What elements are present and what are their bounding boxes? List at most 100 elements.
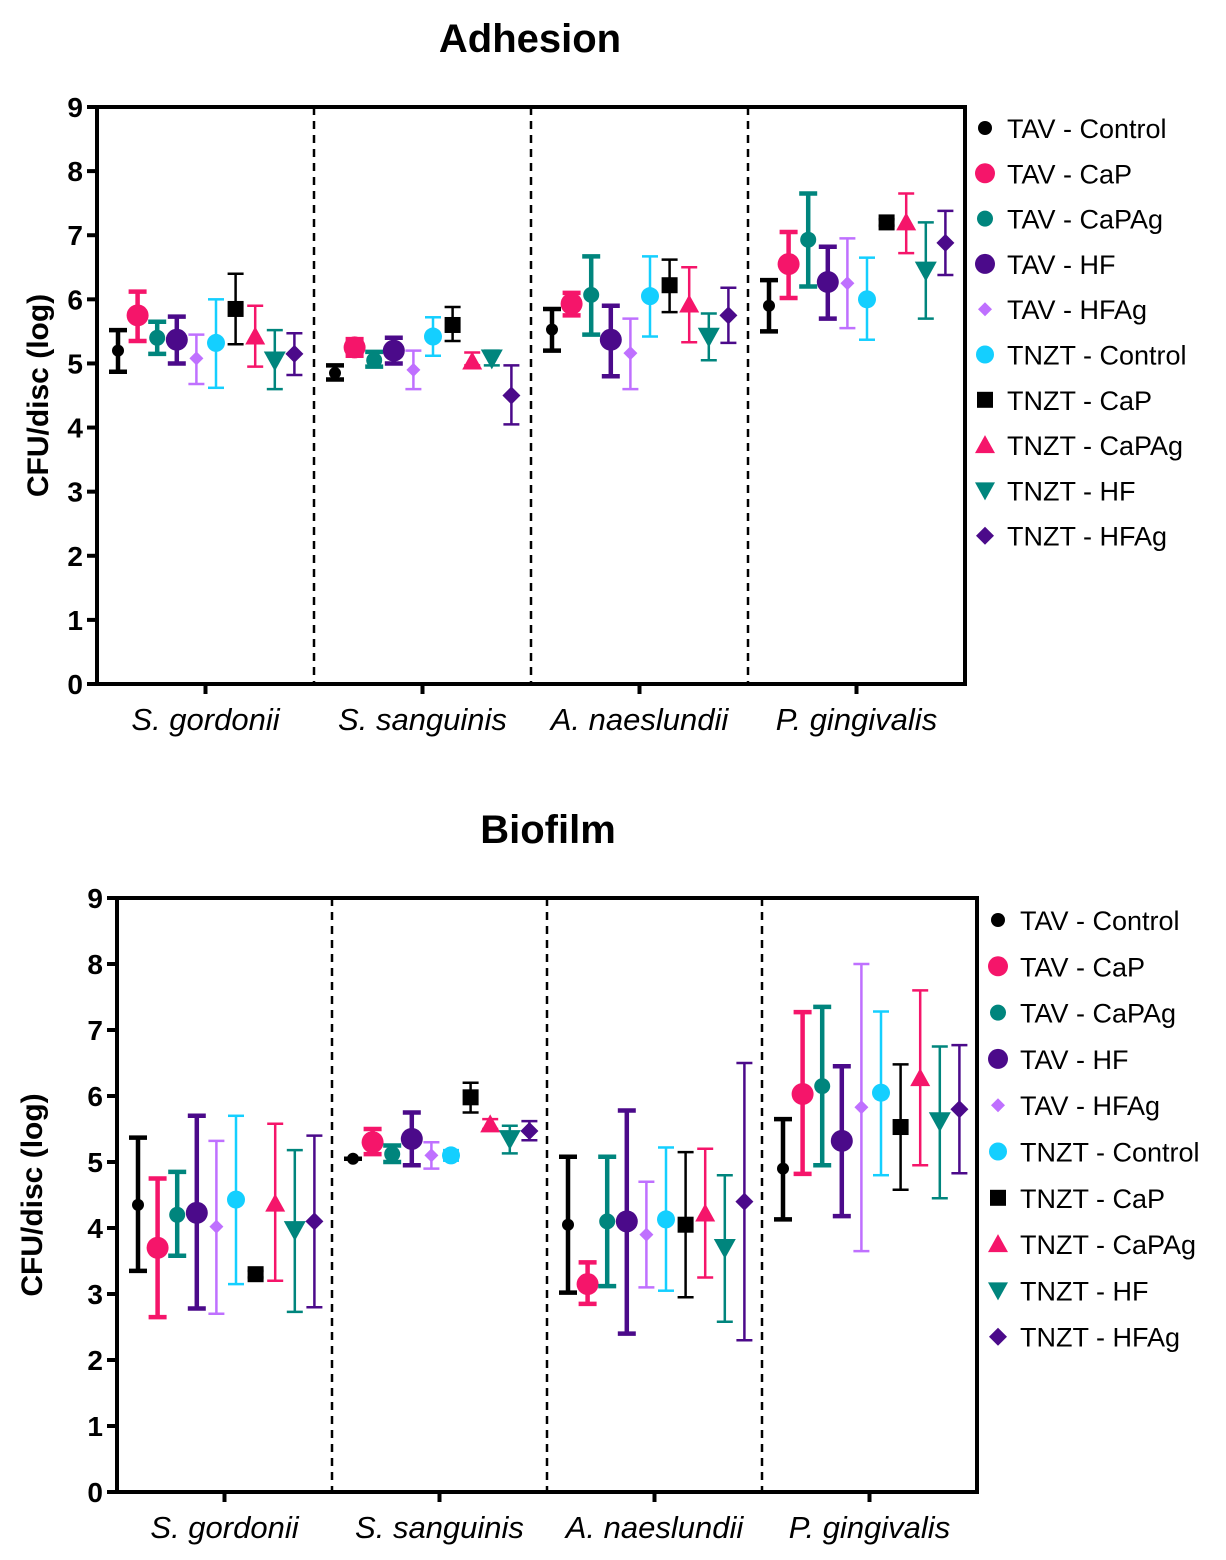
data-point bbox=[854, 1100, 869, 1115]
y-tick-label: 1 bbox=[67, 605, 83, 636]
y-tick-label: 9 bbox=[67, 92, 83, 123]
chart-title: Adhesion bbox=[439, 17, 621, 61]
data-point bbox=[502, 386, 521, 405]
y-tick-label: 4 bbox=[87, 1213, 103, 1244]
legend-label: TAV - Control bbox=[1020, 906, 1180, 936]
data-point bbox=[347, 1152, 359, 1165]
x-tick-label: S. gordonii bbox=[131, 702, 280, 737]
data-point bbox=[816, 271, 839, 294]
data-point bbox=[936, 233, 955, 252]
data-point bbox=[791, 1083, 814, 1106]
data-point bbox=[462, 1089, 479, 1106]
data-point bbox=[480, 1114, 501, 1133]
data-point bbox=[305, 1212, 324, 1231]
data-point bbox=[227, 300, 244, 317]
series-tnzt-control bbox=[227, 1010, 890, 1292]
data-point bbox=[719, 306, 738, 325]
legend-marker bbox=[976, 526, 994, 545]
data-point bbox=[207, 333, 225, 352]
data-point bbox=[406, 362, 421, 377]
x-tick-label: A. naeslundii bbox=[564, 1510, 745, 1545]
y-tick-label: 3 bbox=[67, 477, 83, 508]
data-point bbox=[165, 328, 188, 351]
data-point bbox=[583, 286, 600, 303]
legend-item: TAV - CaP bbox=[988, 952, 1145, 982]
legend-label: TNZT - CaPAg bbox=[1020, 1230, 1196, 1260]
data-point bbox=[800, 231, 817, 248]
data-point bbox=[227, 1190, 245, 1209]
data-point bbox=[209, 1219, 224, 1234]
y-tick-label: 1 bbox=[87, 1411, 103, 1442]
series-tnzt-hf bbox=[283, 1045, 951, 1323]
data-point bbox=[382, 339, 405, 362]
legend-label: TAV - Control bbox=[1007, 114, 1167, 144]
series-tnzt-capag bbox=[265, 989, 931, 1283]
data-point bbox=[910, 1068, 931, 1087]
y-tick-label: 4 bbox=[67, 413, 83, 444]
data-point bbox=[149, 329, 166, 346]
legend-item: TAV - CaPAg bbox=[977, 205, 1163, 235]
y-tick-label: 0 bbox=[67, 669, 83, 700]
series-tnzt-cap bbox=[227, 214, 895, 346]
data-point bbox=[247, 1266, 264, 1283]
data-point bbox=[878, 214, 895, 231]
y-axis-label: CFU/disc (log) bbox=[22, 294, 55, 497]
series-tnzt-hfag bbox=[285, 209, 955, 426]
legend-label: TNZT - CaP bbox=[1020, 1184, 1165, 1214]
legend-item: TAV - Control bbox=[991, 906, 1180, 936]
legend-label: TAV - CaP bbox=[1020, 952, 1145, 982]
legend-item: TNZT - Control bbox=[976, 341, 1187, 371]
series-tav-hf bbox=[185, 1064, 853, 1336]
legend-marker bbox=[975, 482, 995, 501]
legend-marker bbox=[975, 163, 995, 184]
data-point bbox=[677, 1216, 694, 1233]
data-point bbox=[928, 1112, 951, 1133]
y-tick-label: 9 bbox=[87, 883, 103, 914]
legend-item: TAV - HFAg bbox=[978, 295, 1147, 325]
y-tick-label: 6 bbox=[87, 1081, 103, 1112]
series-tnzt-hf bbox=[263, 221, 937, 391]
data-point bbox=[189, 351, 204, 366]
data-point bbox=[245, 326, 266, 345]
legend-marker bbox=[988, 1048, 1008, 1069]
legend-label: TNZT - CaP bbox=[1007, 386, 1152, 416]
legend-item: TNZT - HFAg bbox=[976, 522, 1167, 552]
y-tick-label: 5 bbox=[87, 1147, 103, 1178]
data-point bbox=[285, 344, 304, 363]
legend-label: TNZT - Control bbox=[1007, 341, 1187, 371]
series-tnzt-capag bbox=[245, 192, 917, 370]
data-point bbox=[872, 1083, 890, 1102]
y-tick-label: 6 bbox=[67, 284, 83, 315]
y-tick-label: 8 bbox=[67, 156, 83, 187]
legend-marker bbox=[975, 435, 995, 454]
chart-title: Biofilm bbox=[480, 808, 616, 852]
data-point bbox=[424, 327, 442, 346]
y-axis-label: CFU/disc (log) bbox=[16, 1093, 49, 1296]
legend-label: TNZT - HF bbox=[1020, 1276, 1148, 1306]
legend-item: TNZT - HFAg bbox=[989, 1323, 1180, 1353]
data-point bbox=[896, 212, 917, 231]
legend-item: TAV - CaP bbox=[975, 159, 1132, 189]
y-tick-label: 5 bbox=[67, 348, 83, 379]
legend-marker bbox=[988, 1282, 1008, 1301]
data-point bbox=[735, 1192, 754, 1211]
data-point bbox=[329, 367, 341, 380]
data-point bbox=[830, 1129, 853, 1152]
legend-label: TNZT - HF bbox=[1007, 476, 1135, 506]
data-point bbox=[679, 294, 700, 313]
x-tick-label: P. gingivalis bbox=[789, 1510, 950, 1545]
y-tick-label: 7 bbox=[67, 220, 83, 251]
legend-item: TAV - HF bbox=[975, 250, 1116, 280]
data-point bbox=[546, 323, 558, 336]
legend-item: TNZT - CaPAg bbox=[988, 1230, 1196, 1260]
legend-marker bbox=[975, 253, 995, 274]
data-point bbox=[950, 1100, 969, 1119]
data-point bbox=[169, 1206, 186, 1223]
x-tick-label: S. sanguinis bbox=[355, 1510, 524, 1545]
series-tav-control bbox=[109, 277, 778, 382]
data-point bbox=[132, 1198, 144, 1211]
legend-item: TNZT - CaPAg bbox=[975, 431, 1183, 461]
data-point bbox=[283, 1221, 306, 1241]
legend-marker bbox=[988, 1234, 1008, 1253]
